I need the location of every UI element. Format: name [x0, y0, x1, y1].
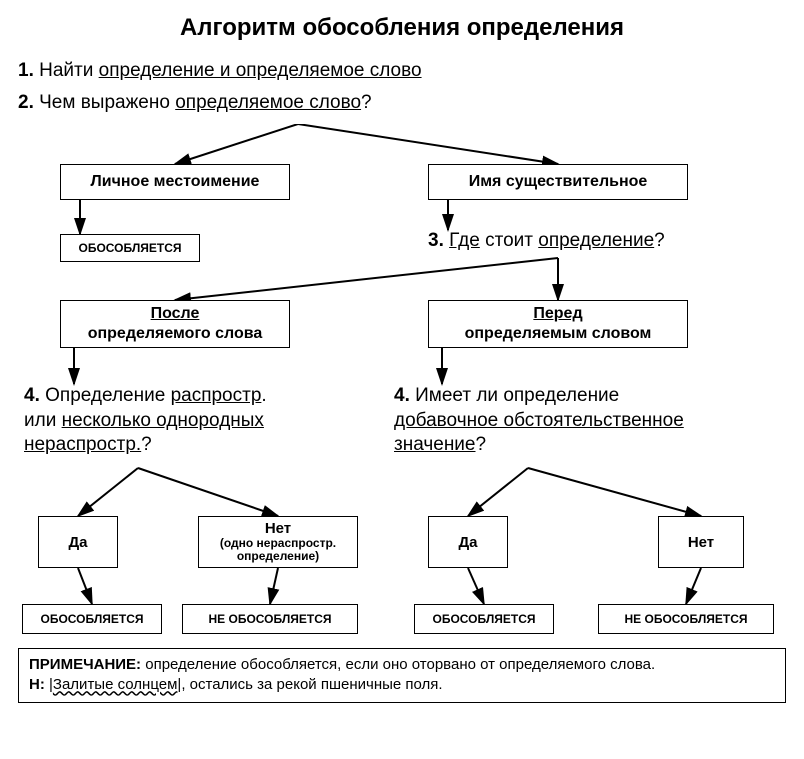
box-pronoun: Личное местоимение [60, 164, 290, 200]
note-box: ПРИМЕЧАНИЕ: определение обособляется, ес… [18, 648, 786, 703]
box-not-isolated-a: НЕ ОБОСОБЛЯЕТСЯ [182, 604, 358, 634]
question-4-left: 4. Определение распростр. или несколько … [24, 384, 334, 468]
box-yes-1: Да [38, 516, 118, 568]
question-4-right: 4. Имеет ли определение добавочное обсто… [394, 384, 786, 468]
box-isolated-1: ОБОСОБЛЯЕТСЯ [60, 234, 200, 262]
box-isolated-b: ОБОСОБЛЯЕТСЯ [414, 604, 554, 634]
step-1-num: 1. [18, 60, 34, 81]
box-no-1: Нет (одно нераспростр. определение) [198, 516, 358, 568]
step-2-num: 2. [18, 92, 34, 113]
box-after: После определяемого слова [60, 300, 290, 348]
box-isolated-a: ОБОСОБЛЯЕТСЯ [22, 604, 162, 634]
note-example-label: Н: [29, 676, 45, 693]
note-label: ПРИМЕЧАНИЕ: [29, 656, 141, 673]
note-wavy: Залитые солнцем [53, 676, 178, 693]
box-yes-2: Да [428, 516, 508, 568]
step-2: 2. Чем выражено определяемое слово? [18, 92, 786, 114]
step-1: 1. Найти определение и определяемое слов… [18, 60, 786, 82]
box-not-isolated-b: НЕ ОБОСОБЛЯЕТСЯ [598, 604, 774, 634]
page-title: Алгоритм обособления определения [18, 14, 786, 42]
box-before: Перед определяемым словом [428, 300, 688, 348]
box-no-2: Нет [658, 516, 744, 568]
question-3: 3. Где стоит определение? [428, 230, 748, 258]
flow-stage: Личное местоимение Имя существительное О… [18, 124, 788, 640]
box-noun: Имя существительное [428, 164, 688, 200]
